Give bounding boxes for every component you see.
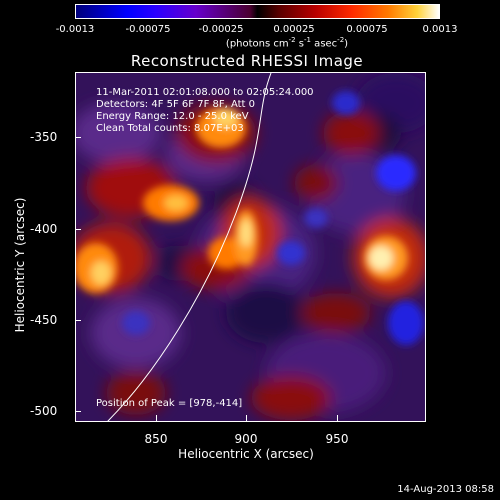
timestamp: 14-Aug-2013 08:58	[397, 484, 494, 495]
y-tick-label: -400	[30, 222, 58, 236]
colorbar-tick: -0.00075	[125, 24, 171, 35]
y-tick-label: -500	[30, 404, 58, 418]
y-tick-mark	[75, 137, 81, 138]
x-tick-mark	[246, 415, 247, 421]
info-energy: Energy Range: 12.0 - 25.0 keV	[96, 111, 249, 122]
y-axis-label: Heliocentric Y (arcsec)	[13, 197, 27, 333]
info-time: 11-Mar-2011 02:01:08.000 to 02:05:24.000	[96, 87, 314, 98]
info-peak: Position of Peak = [978,-414]	[96, 398, 243, 409]
y-tick-mark	[75, 320, 81, 321]
info-detectors: Detectors: 4F 5F 6F 7F 8F, Att 0	[96, 99, 256, 110]
x-tick-mark	[337, 415, 338, 421]
solar-limb	[107, 73, 272, 421]
solar-image: 11-Mar-2011 02:01:08.000 to 02:05:24.000…	[75, 72, 426, 422]
plot-title: Reconstructed RHESSI Image	[130, 52, 364, 70]
x-tick-mark	[156, 415, 157, 421]
y-tick-label: -450	[30, 313, 58, 327]
colorbar-tick: 0.00025	[273, 24, 315, 35]
colorbar-units: (photons cm-2 s-1 asec-2)	[225, 36, 349, 50]
x-tick-label: 900	[234, 432, 258, 446]
y-tick-label: -350	[30, 130, 58, 144]
colorbar-tick: 0.0013	[422, 24, 458, 35]
colorbar	[75, 4, 440, 19]
info-clean: Clean Total counts: 8.07E+03	[96, 123, 244, 134]
colorbar-tick: -0.00025	[198, 24, 244, 35]
colorbar-tick: 0.00075	[346, 24, 388, 35]
y-tick-mark	[75, 229, 81, 230]
image-canvas	[76, 73, 425, 421]
x-tick-label: 950	[325, 432, 349, 446]
y-tick-mark	[75, 411, 81, 412]
x-axis-label: Heliocentric X (arcsec)	[178, 447, 314, 461]
x-tick-label: 850	[144, 432, 168, 446]
bright-sources	[76, 91, 424, 345]
colorbar-tick: -0.0013	[55, 24, 95, 35]
